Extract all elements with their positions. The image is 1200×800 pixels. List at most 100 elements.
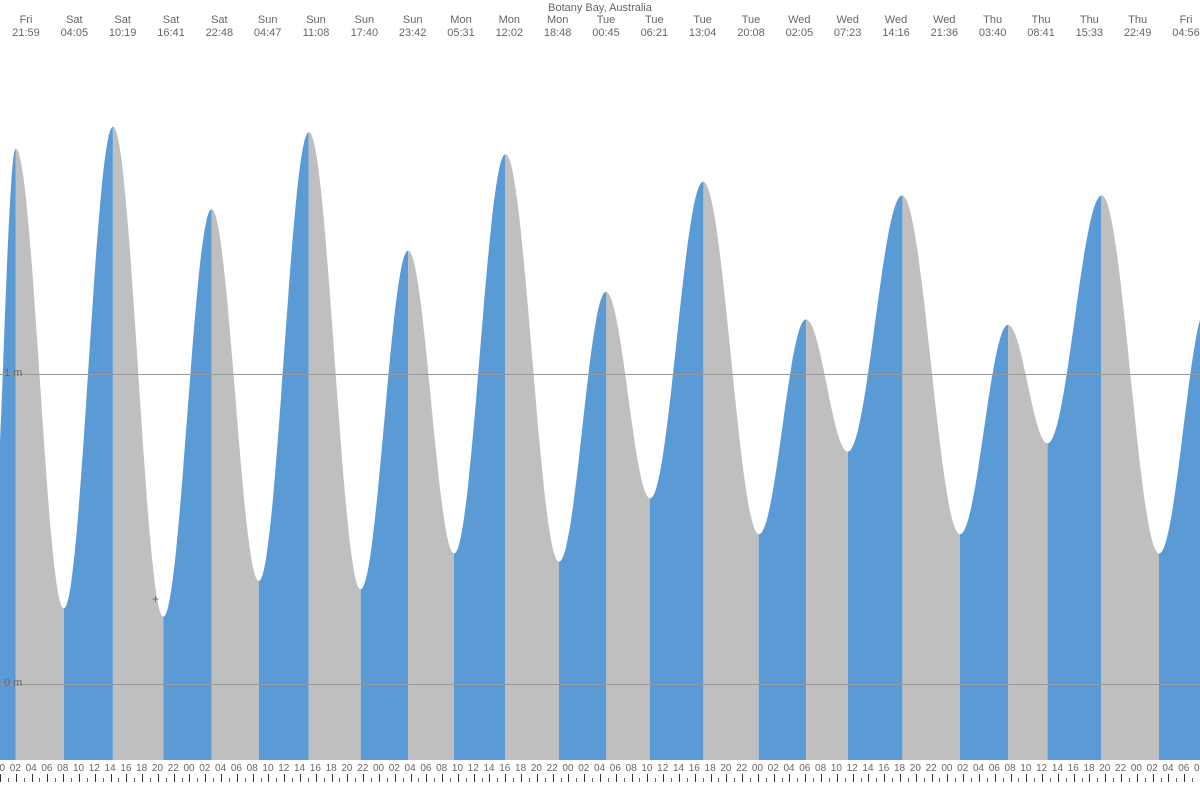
x-tick-label: 00 bbox=[562, 763, 573, 774]
extrema-label: Sat22:48 bbox=[197, 14, 241, 40]
x-tick-minor bbox=[608, 778, 609, 782]
extrema-label: Sun23:42 bbox=[391, 14, 435, 40]
x-tick-major bbox=[1074, 774, 1075, 782]
extrema-label: Tue13:04 bbox=[681, 14, 725, 40]
x-tick-label: 02 bbox=[578, 763, 589, 774]
extrema-day: Fri bbox=[4, 14, 48, 27]
x-tick-label: 22 bbox=[547, 763, 558, 774]
x-tick-minor bbox=[513, 778, 514, 782]
x-tick-minor bbox=[482, 778, 483, 782]
x-tick-minor bbox=[339, 778, 340, 782]
x-tick-label: 00 bbox=[183, 763, 194, 774]
x-tick-label: 06 bbox=[610, 763, 621, 774]
extrema-time: 21:36 bbox=[922, 27, 966, 40]
x-tick-minor bbox=[55, 778, 56, 782]
x-tick-minor bbox=[276, 778, 277, 782]
x-tick-minor bbox=[576, 778, 577, 782]
x-tick-major bbox=[489, 774, 490, 782]
x-tick-minor bbox=[324, 778, 325, 782]
tide-falling-segment bbox=[212, 209, 259, 760]
x-tick-label: 14 bbox=[483, 763, 494, 774]
x-tick-label: 22 bbox=[168, 763, 179, 774]
extrema-time: 05:31 bbox=[439, 27, 483, 40]
x-tick-minor bbox=[1050, 778, 1051, 782]
x-tick-label: 04 bbox=[783, 763, 794, 774]
x-tick-major bbox=[632, 774, 633, 782]
x-tick-major bbox=[16, 774, 17, 782]
x-tick-minor bbox=[308, 778, 309, 782]
x-tick-minor bbox=[797, 778, 798, 782]
x-tick-minor bbox=[403, 778, 404, 782]
extrema-day: Mon bbox=[487, 14, 531, 27]
extrema-label: Thu03:40 bbox=[971, 14, 1015, 40]
x-tick-label: 08 bbox=[57, 763, 68, 774]
x-tick-label: 10 bbox=[831, 763, 842, 774]
extrema-time: 22:49 bbox=[1116, 27, 1160, 40]
x-tick-major bbox=[805, 774, 806, 782]
x-tick-label: 12 bbox=[1036, 763, 1047, 774]
x-tick-label: 14 bbox=[105, 763, 116, 774]
tide-falling-segment bbox=[113, 127, 163, 760]
x-tick-major bbox=[300, 774, 301, 782]
x-tick-label: 14 bbox=[1052, 763, 1063, 774]
x-tick-label: 04 bbox=[215, 763, 226, 774]
tide-falling-segment bbox=[606, 292, 649, 760]
x-tick-label: 02 bbox=[389, 763, 400, 774]
x-tick-major bbox=[663, 774, 664, 782]
x-tick-minor bbox=[1145, 778, 1146, 782]
x-tick-major bbox=[253, 774, 254, 782]
x-tick-label: 14 bbox=[673, 763, 684, 774]
x-tick-label: 12 bbox=[847, 763, 858, 774]
x-tick-minor bbox=[750, 778, 751, 782]
x-tick-label: 08 bbox=[1005, 763, 1016, 774]
x-tick-minor bbox=[529, 778, 530, 782]
x-tick-label: 14 bbox=[862, 763, 873, 774]
x-tick-label: 12 bbox=[657, 763, 668, 774]
x-tick-minor bbox=[134, 778, 135, 782]
x-tick-major bbox=[821, 774, 822, 782]
tide-rising-segment bbox=[454, 154, 505, 760]
x-tick-minor bbox=[624, 778, 625, 782]
x-tick-major bbox=[426, 774, 427, 782]
x-tick-label: 18 bbox=[705, 763, 716, 774]
x-tick-minor bbox=[292, 778, 293, 782]
x-tick-major bbox=[758, 774, 759, 782]
x-tick-minor bbox=[987, 778, 988, 782]
extrema-day: Wed bbox=[777, 14, 821, 27]
x-tick-major bbox=[774, 774, 775, 782]
tide-rising-segment bbox=[0, 149, 16, 760]
extrema-day: Sat bbox=[101, 14, 145, 27]
x-tick-minor bbox=[387, 778, 388, 782]
x-tick-minor bbox=[971, 778, 972, 782]
tide-rising-segment bbox=[1159, 320, 1200, 761]
x-tick-label: 06 bbox=[420, 763, 431, 774]
tide-rising-segment bbox=[64, 127, 113, 760]
extrema-time: 03:40 bbox=[971, 27, 1015, 40]
x-tick-label: 18 bbox=[326, 763, 337, 774]
tide-falling-segment bbox=[16, 149, 64, 760]
x-tick-minor bbox=[1066, 778, 1067, 782]
extrema-day: Tue bbox=[632, 14, 676, 27]
x-tick-major bbox=[553, 774, 554, 782]
x-tick-major bbox=[111, 774, 112, 782]
x-tick-minor bbox=[418, 778, 419, 782]
extrema-time: 11:08 bbox=[294, 27, 338, 40]
x-tick-minor bbox=[261, 778, 262, 782]
x-tick-label: 12 bbox=[468, 763, 479, 774]
extrema-day: Tue bbox=[729, 14, 773, 27]
extrema-day: Tue bbox=[584, 14, 628, 27]
x-tick-major bbox=[268, 774, 269, 782]
tide-falling-segment bbox=[806, 319, 848, 760]
x-tick-minor bbox=[734, 778, 735, 782]
extrema-label: Wed02:05 bbox=[777, 14, 821, 40]
x-tick-label: 18 bbox=[136, 763, 147, 774]
x-tick-major bbox=[442, 774, 443, 782]
extrema-day: Tue bbox=[681, 14, 725, 27]
chart-plot-area: 0 m1 m + bbox=[0, 44, 1200, 760]
extrema-day: Thu bbox=[1019, 14, 1063, 27]
extrema-time: 04:47 bbox=[246, 27, 290, 40]
x-tick-label: 20 bbox=[341, 763, 352, 774]
x-tick-label: 16 bbox=[499, 763, 510, 774]
x-tick-major bbox=[963, 774, 964, 782]
x-tick-minor bbox=[229, 778, 230, 782]
